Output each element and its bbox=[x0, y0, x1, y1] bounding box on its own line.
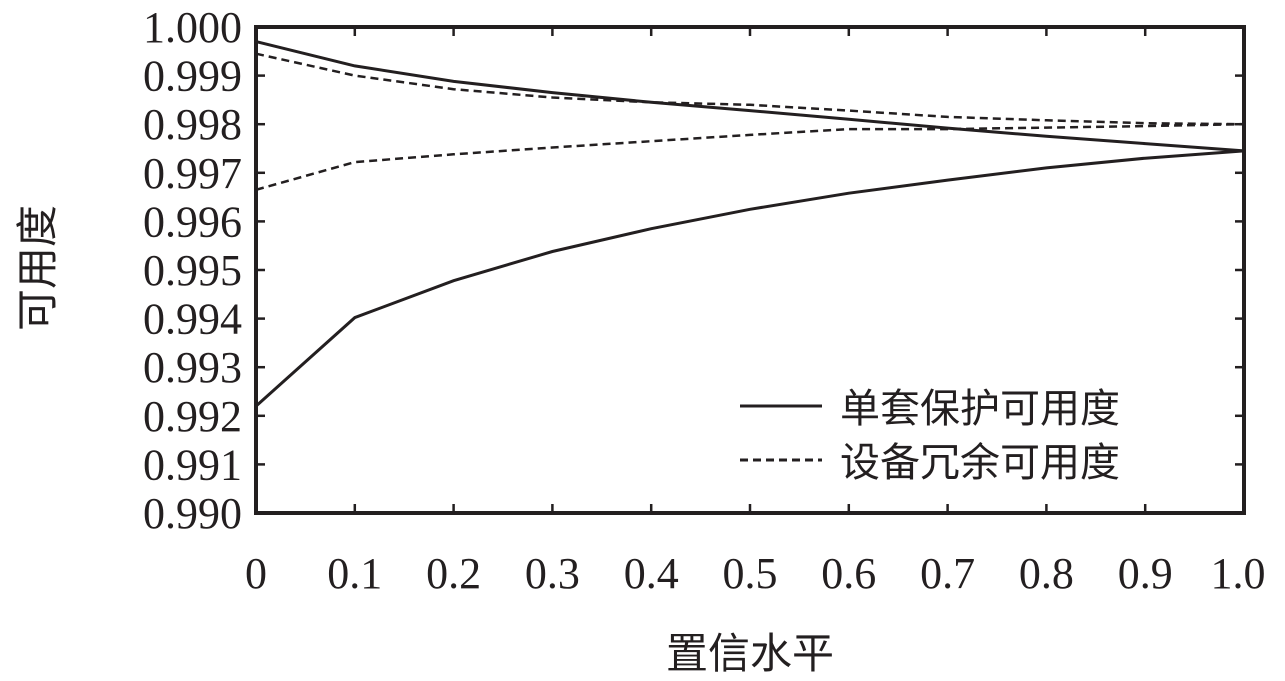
y-tick-label: 0.990 bbox=[143, 489, 242, 538]
x-tick-label: 0.3 bbox=[525, 549, 580, 598]
y-axis-title: 可用度 bbox=[13, 205, 62, 331]
legend: 单套保护可用度 设备冗余可用度 bbox=[740, 386, 1120, 486]
y-tick-label: 0.997 bbox=[143, 149, 242, 198]
x-tick-label: 0.2 bbox=[426, 549, 481, 598]
y-tick-label: 0.991 bbox=[143, 440, 242, 489]
series-layer bbox=[254, 40, 1245, 408]
y-tick-label: 0.995 bbox=[143, 246, 242, 295]
series-line-single-1 bbox=[254, 149, 1245, 408]
series-line-single-0 bbox=[255, 40, 1245, 153]
ticks-layer bbox=[254, 25, 1246, 515]
x-tick-label: 0.8 bbox=[1019, 549, 1074, 598]
x-tick-label: 0 bbox=[245, 549, 267, 598]
y-tick-label: 0.996 bbox=[143, 197, 242, 246]
x-tick-label: 0.6 bbox=[821, 549, 876, 598]
x-tick-label: 0.1 bbox=[327, 549, 382, 598]
labels-layer: 0 0.1 0.2 0.3 0.4 0.5 0.6 0.7 0.8 0.9 1.00.9900.99… bbox=[143, 3, 1266, 598]
y-tick-label: 0.992 bbox=[143, 392, 242, 441]
x-axis-title: 置信水平 bbox=[666, 629, 834, 678]
y-tick-label: 0.998 bbox=[143, 100, 242, 149]
y-tick-label: 0.993 bbox=[143, 343, 242, 392]
x-tick-label: 0.5 bbox=[723, 549, 778, 598]
x-tick-label: 0.7 bbox=[920, 549, 975, 598]
y-tick-label: 1.000 bbox=[143, 3, 242, 52]
y-tick-label: 0.999 bbox=[143, 52, 242, 101]
x-tick-label: 0.4 bbox=[624, 549, 679, 598]
series-line-redundant-3 bbox=[255, 122, 1245, 192]
legend-label-solid: 单套保护可用度 bbox=[840, 386, 1120, 432]
series-line-redundant-2 bbox=[255, 52, 1245, 126]
y-tick-label: 0.994 bbox=[143, 295, 242, 344]
legend-label-dashed: 设备冗余可用度 bbox=[840, 440, 1120, 486]
x-tick-label: 1.0 bbox=[1211, 549, 1266, 598]
x-tick-label: 0.9 bbox=[1118, 549, 1173, 598]
